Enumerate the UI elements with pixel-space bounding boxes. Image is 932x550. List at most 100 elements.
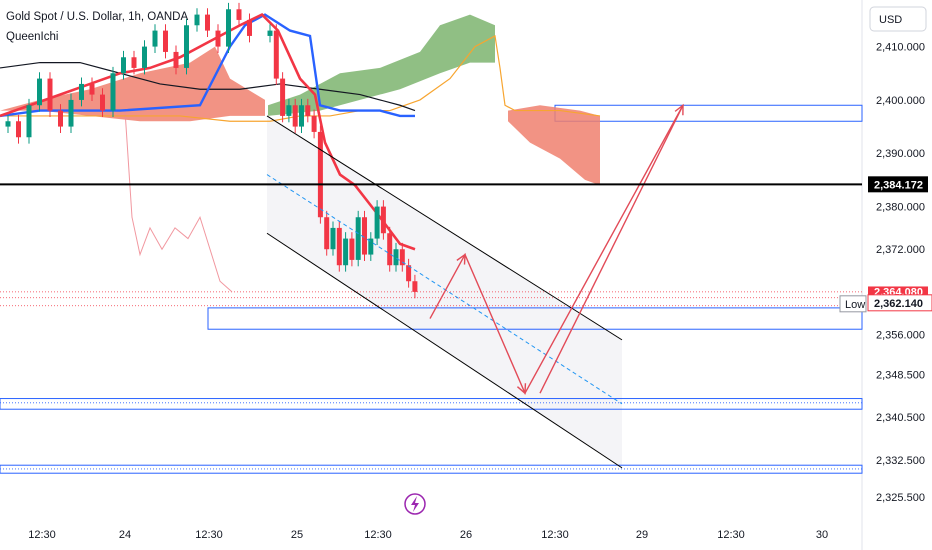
candle — [280, 72, 286, 123]
candle — [305, 98, 311, 123]
candle-body — [37, 78, 42, 106]
candle — [380, 200, 386, 240]
low-label-box — [839, 295, 867, 313]
arrow-head-down — [516, 383, 527, 395]
candle — [330, 221, 336, 256]
candle — [412, 274, 418, 299]
channel-midline — [266, 174, 623, 405]
candle-body — [267, 30, 273, 36]
candle-body — [286, 105, 292, 116]
channel-lower-line — [266, 232, 623, 469]
candle-body — [406, 265, 412, 282]
candle-body — [205, 14, 210, 31]
regression-channel — [266, 115, 623, 469]
price-zone — [554, 104, 863, 122]
senkou-a-line — [0, 35, 601, 122]
time-tick-label: 25 — [291, 529, 303, 541]
price-zone — [0, 398, 863, 410]
currency-button[interactable] — [869, 6, 927, 32]
price-tick-label: 2,400.000 — [876, 95, 925, 107]
candle-body — [26, 105, 32, 138]
marked-level-label: 2,384.172 — [874, 179, 923, 191]
candle-body — [380, 206, 386, 234]
arrow-head-up — [456, 253, 466, 265]
projection-arrows — [429, 103, 684, 395]
time-tick-label: 12:30 — [541, 529, 569, 541]
candle-body — [58, 110, 63, 127]
candle — [79, 77, 84, 107]
candle-body — [273, 30, 279, 79]
candle-body — [305, 105, 311, 116]
candle-body — [184, 25, 189, 68]
candle — [267, 24, 273, 43]
candle-body — [336, 227, 342, 266]
candles — [5, 2, 418, 299]
projection-rally-line — [539, 104, 684, 394]
candle — [152, 24, 158, 53]
candle-body — [399, 249, 405, 266]
price-tick-label: 2,325.500 — [876, 492, 925, 504]
price-scale[interactable]: 2,410.000 2,400.000 2,390.000 2,380.000 2,37… — [876, 42, 925, 505]
candle-body — [368, 238, 374, 255]
time-tick-label: 29 — [636, 529, 648, 541]
candle-body — [194, 14, 200, 26]
current-price-label: 2,362.140 — [874, 298, 923, 310]
time-tick-label: 26 — [460, 529, 472, 541]
candle-body — [215, 30, 221, 47]
candle-body — [173, 51, 179, 68]
candle — [317, 125, 323, 224]
candle — [236, 2, 242, 27]
price-tick-label: 2,348.500 — [876, 370, 925, 382]
candle — [324, 210, 330, 256]
candle-body — [299, 105, 304, 127]
time-tick-label: 12:30 — [28, 529, 56, 541]
candle-body — [362, 217, 367, 255]
candle-body — [142, 46, 147, 68]
candle-body — [280, 78, 286, 116]
candle — [100, 88, 105, 117]
candle-body — [163, 30, 168, 52]
candle — [286, 98, 292, 123]
time-tick-label: 24 — [119, 529, 131, 541]
price-zone — [207, 307, 863, 330]
candle — [273, 24, 279, 85]
candle — [311, 109, 317, 139]
candle-body — [387, 233, 393, 266]
arrow-head-target — [674, 103, 684, 116]
candle — [58, 104, 63, 133]
time-tick-label: 30 — [816, 529, 828, 541]
candle-body — [317, 131, 323, 218]
candle — [299, 98, 304, 133]
current-price-badge — [867, 294, 932, 312]
candle-body — [47, 78, 53, 111]
cloud-bearish — [0, 46, 265, 122]
price-zone — [0, 464, 863, 474]
kijun-line — [0, 13, 415, 118]
candle — [368, 232, 374, 261]
candle — [374, 200, 380, 245]
candle-body — [324, 217, 330, 250]
candle-body — [16, 121, 21, 138]
candle-body — [355, 217, 361, 260]
price-tick-label: 2,410.000 — [876, 42, 925, 54]
candle-body — [131, 57, 137, 68]
candle-body — [5, 121, 11, 127]
candle — [194, 8, 200, 32]
candle-body — [393, 249, 399, 266]
marked-level-badge — [868, 176, 928, 193]
candle — [406, 258, 412, 288]
candle-body — [110, 73, 116, 111]
candle — [37, 72, 42, 112]
cloud-bearish-future — [508, 105, 600, 186]
candle — [343, 232, 349, 272]
candle — [110, 66, 116, 117]
candle — [215, 24, 221, 53]
time-tick-label: 12:30 — [364, 529, 392, 541]
candle-body — [330, 227, 336, 250]
candle — [355, 210, 361, 267]
candle — [16, 114, 21, 144]
candle-body — [412, 281, 418, 292]
time-scale[interactable]: 12:30 24 12:30 25 12:30 26 12:30 29 12:30 30 — [28, 529, 828, 541]
candle-body — [349, 238, 355, 260]
